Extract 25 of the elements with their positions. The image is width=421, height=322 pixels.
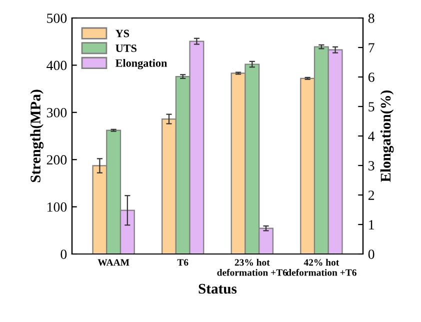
x-tick-label: 23% hot deformation +T6 [217, 258, 288, 276]
x-tick-label: WAAM [98, 259, 130, 266]
y2-tick-label: 2 [368, 190, 374, 200]
y2-tick-label: 5 [368, 102, 374, 112]
y2-tick-label: 8 [368, 14, 374, 23]
y-tick-label: 0 [60, 250, 67, 259]
y-tick-label: 400 [46, 60, 67, 70]
y2-tick-label: 0 [368, 250, 374, 259]
y2-axis-title: Elongation(%) [380, 90, 394, 182]
y2-tick-label: 6 [368, 72, 374, 82]
y-tick-label: 300 [46, 108, 67, 118]
legend-label: YS [116, 30, 130, 38]
y2-tick-label: 4 [368, 132, 375, 141]
legend-label: UTS [116, 44, 136, 52]
y2-tick-label: 7 [368, 43, 374, 52]
y-tick-label: 200 [46, 155, 67, 165]
x-tick-label: 42% hot deformation +T6 [286, 258, 356, 276]
y-tick-label: 500 [47, 14, 67, 23]
x-axis-title: Status [198, 284, 237, 294]
legend-label: Elongation [116, 59, 168, 70]
x-tick-label: T6 [177, 259, 188, 266]
y-tick-label: 100 [48, 202, 67, 212]
y2-tick-label: 3 [368, 161, 374, 170]
y2-tick-label: 1 [369, 220, 374, 230]
y-axis-title: Strength(MPa) [30, 90, 44, 182]
